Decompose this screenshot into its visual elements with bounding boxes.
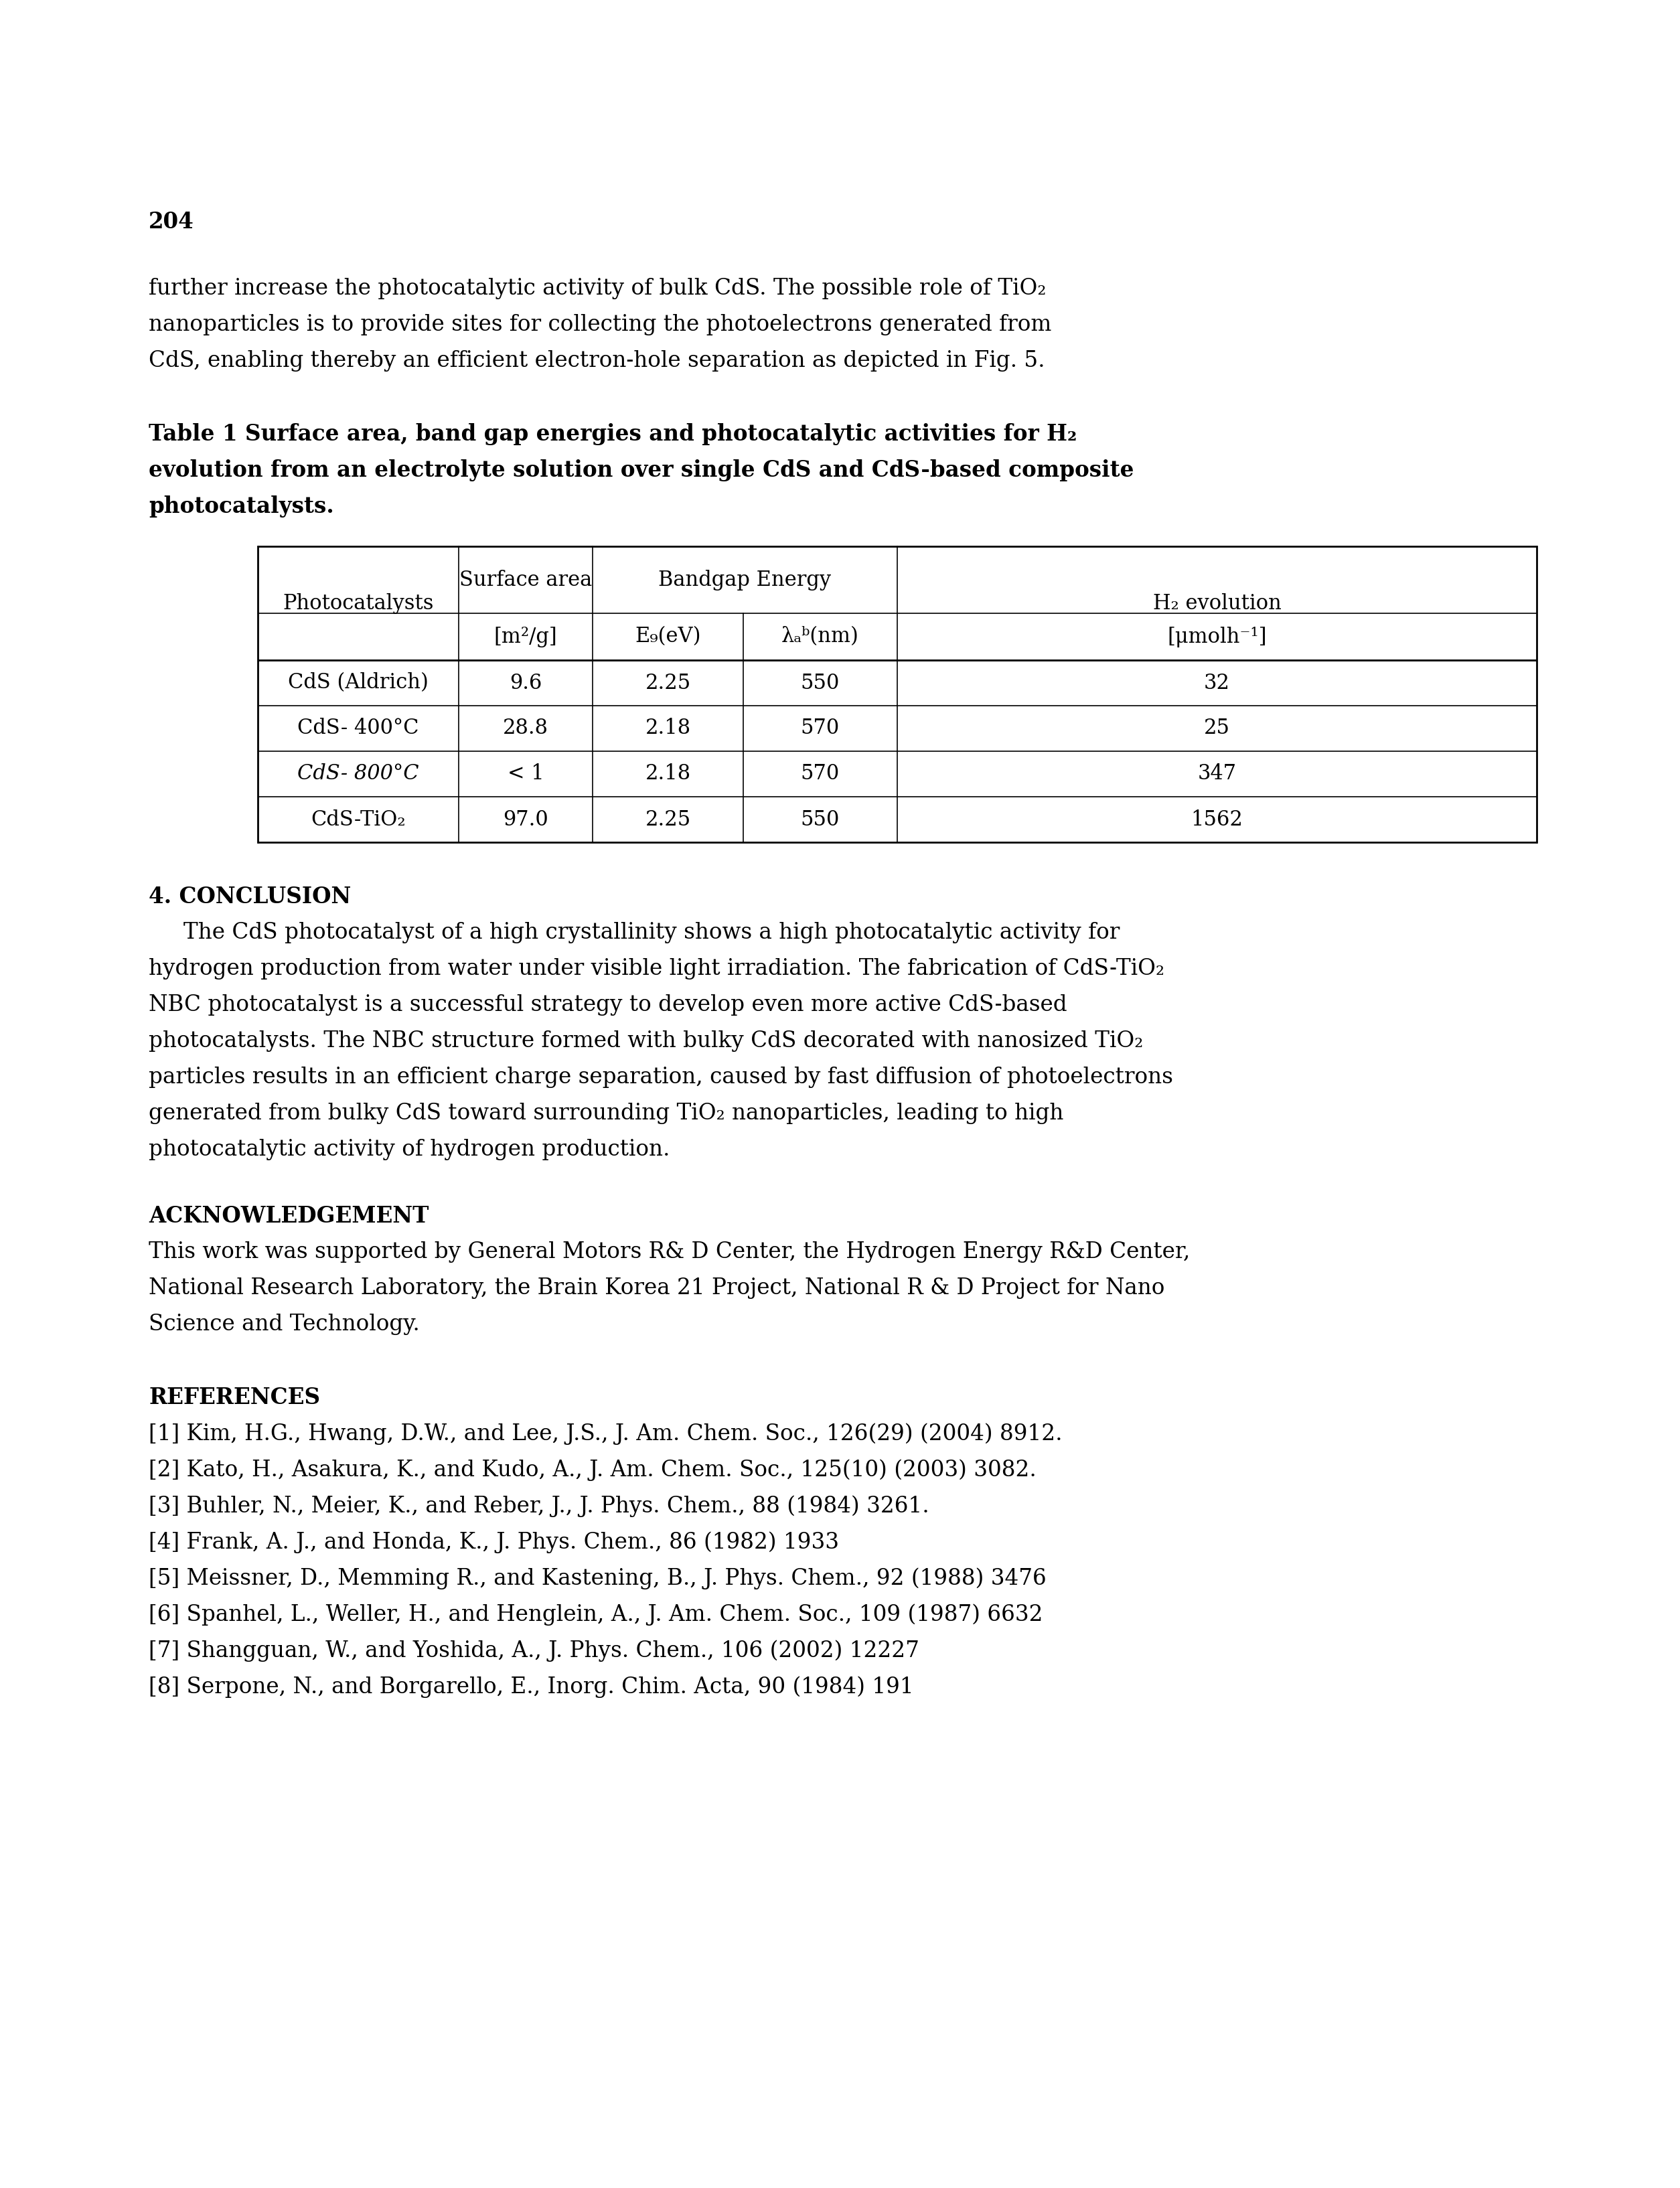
Text: REFERENCES: REFERENCES <box>148 1387 321 1409</box>
Text: 204: 204 <box>148 210 195 232</box>
Text: H₂ evolution: H₂ evolution <box>1152 593 1282 613</box>
Text: [8] Serpone, N., and Borgarello, E., Inorg. Chim. Acta, 90 (1984) 191: [8] Serpone, N., and Borgarello, E., Ino… <box>148 1676 914 1698</box>
Text: NBC photocatalyst is a successful strategy to develop even more active CdS-based: NBC photocatalyst is a successful strate… <box>148 993 1067 1015</box>
Text: evolution from an electrolyte solution over single CdS and CdS-based composite: evolution from an electrolyte solution o… <box>148 459 1134 481</box>
Text: [4] Frank, A. J., and Honda, K., J. Phys. Chem., 86 (1982) 1933: [4] Frank, A. J., and Honda, K., J. Phys… <box>148 1532 838 1553</box>
Text: 2.25: 2.25 <box>645 810 690 829</box>
Text: 570: 570 <box>801 718 840 740</box>
Text: Surface area: Surface area <box>459 569 591 591</box>
Text: 550: 550 <box>801 672 840 694</box>
Text: λₐᵇ(nm): λₐᵇ(nm) <box>781 626 858 648</box>
Text: Photocatalysts: Photocatalysts <box>282 593 433 613</box>
Text: [3] Buhler, N., Meier, K., and Reber, J., J. Phys. Chem., 88 (1984) 3261.: [3] Buhler, N., Meier, K., and Reber, J.… <box>148 1494 929 1516</box>
Text: [2] Kato, H., Asakura, K., and Kudo, A., J. Am. Chem. Soc., 125(10) (2003) 3082.: [2] Kato, H., Asakura, K., and Kudo, A.,… <box>148 1459 1037 1481</box>
Text: 97.0: 97.0 <box>502 810 548 829</box>
Text: 550: 550 <box>801 810 840 829</box>
Text: photocatalytic activity of hydrogen production.: photocatalytic activity of hydrogen prod… <box>148 1140 670 1160</box>
Text: CdS-TiO₂: CdS-TiO₂ <box>311 810 405 829</box>
Text: CdS (Aldrich): CdS (Aldrich) <box>287 672 428 694</box>
Text: 9.6: 9.6 <box>509 672 543 694</box>
Text: photocatalysts. The NBC structure formed with bulky CdS decorated with nanosized: photocatalysts. The NBC structure formed… <box>148 1031 1142 1052</box>
Text: hydrogen production from water under visible light irradiation. The fabrication : hydrogen production from water under vis… <box>148 958 1164 980</box>
Text: [m²/g]: [m²/g] <box>494 626 558 648</box>
Text: Science and Technology.: Science and Technology. <box>148 1313 420 1335</box>
Text: 570: 570 <box>801 764 840 783</box>
Text: 32: 32 <box>1205 672 1230 694</box>
Text: 28.8: 28.8 <box>502 718 548 740</box>
Text: particles results in an efficient charge separation, caused by fast diffusion of: particles results in an efficient charge… <box>148 1066 1173 1087</box>
Text: [7] Shangguan, W., and Yoshida, A., J. Phys. Chem., 106 (2002) 12227: [7] Shangguan, W., and Yoshida, A., J. P… <box>148 1639 919 1661</box>
Text: [1] Kim, H.G., Hwang, D.W., and Lee, J.S., J. Am. Chem. Soc., 126(29) (2004) 891: [1] Kim, H.G., Hwang, D.W., and Lee, J.S… <box>148 1422 1062 1444</box>
Text: 2.25: 2.25 <box>645 672 690 694</box>
Text: 347: 347 <box>1198 764 1236 783</box>
Text: 1562: 1562 <box>1191 810 1243 829</box>
Text: further increase the photocatalytic activity of bulk CdS. The possible role of T: further increase the photocatalytic acti… <box>148 278 1047 300</box>
Text: 2.18: 2.18 <box>645 718 690 740</box>
Text: [5] Meissner, D., Memming R., and Kastening, B., J. Phys. Chem., 92 (1988) 3476: [5] Meissner, D., Memming R., and Kasten… <box>148 1567 1047 1588</box>
Text: E₉(eV): E₉(eV) <box>635 626 701 648</box>
Text: [6] Spanhel, L., Weller, H., and Henglein, A., J. Am. Chem. Soc., 109 (1987) 663: [6] Spanhel, L., Weller, H., and Henglei… <box>148 1604 1043 1626</box>
Text: Bandgap Energy: Bandgap Energy <box>659 569 832 591</box>
Text: 25: 25 <box>1205 718 1230 740</box>
Text: Table 1 Surface area, band gap energies and photocatalytic activities for H₂: Table 1 Surface area, band gap energies … <box>148 422 1077 444</box>
Text: photocatalysts.: photocatalysts. <box>148 494 334 519</box>
Text: [μmolh⁻¹]: [μmolh⁻¹] <box>1168 626 1267 648</box>
Text: CdS- 400°C: CdS- 400°C <box>297 718 418 740</box>
Text: nanoparticles is to provide sites for collecting the photoelectrons generated fr: nanoparticles is to provide sites for co… <box>148 315 1052 335</box>
Text: National Research Laboratory, the Brain Korea 21 Project, National R & D Project: National Research Laboratory, the Brain … <box>148 1278 1164 1300</box>
Text: < 1: < 1 <box>507 764 544 783</box>
Text: CdS- 800°C: CdS- 800°C <box>297 764 418 783</box>
Text: 2.18: 2.18 <box>645 764 690 783</box>
Text: This work was supported by General Motors R& D Center, the Hydrogen Energy R&D C: This work was supported by General Motor… <box>148 1241 1189 1262</box>
Text: The CdS photocatalyst of a high crystallinity shows a high photocatalytic activi: The CdS photocatalyst of a high crystall… <box>148 921 1121 943</box>
Text: 4. CONCLUSION: 4. CONCLUSION <box>148 886 351 908</box>
Text: generated from bulky CdS toward surrounding TiO₂ nanoparticles, leading to high: generated from bulky CdS toward surround… <box>148 1103 1063 1125</box>
Text: CdS, enabling thereby an efficient electron-hole separation as depicted in Fig. : CdS, enabling thereby an efficient elect… <box>148 350 1045 372</box>
Text: ACKNOWLEDGEMENT: ACKNOWLEDGEMENT <box>148 1206 428 1227</box>
